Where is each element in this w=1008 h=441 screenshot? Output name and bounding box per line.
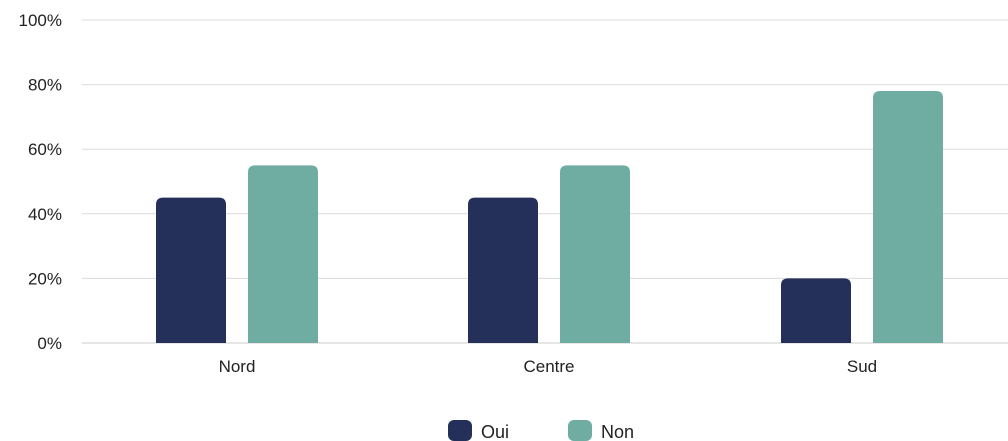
legend-swatch-non: [568, 420, 592, 441]
y-tick-label: 40%: [28, 205, 62, 224]
y-tick-label: 60%: [28, 140, 62, 159]
bar-non-nord: [248, 165, 318, 343]
bar-non-centre: [560, 165, 630, 343]
x-category-label: Nord: [219, 357, 256, 376]
legend: Oui Non: [448, 420, 634, 441]
x-category-label: Sud: [847, 357, 877, 376]
y-tick-label: 80%: [28, 76, 62, 95]
grid-lines: [82, 19, 1008, 344]
legend-label-non: Non: [601, 422, 634, 441]
legend-swatch-oui: [448, 420, 472, 441]
bar-oui-sud: [781, 278, 851, 343]
x-axis-category-labels: Nord Centre Sud: [219, 357, 878, 376]
y-axis-tick-labels: 0% 20% 40% 60% 80% 100%: [19, 11, 62, 353]
y-tick-label: 0%: [37, 334, 62, 353]
x-category-label: Centre: [523, 357, 574, 376]
bar-oui-centre: [468, 197, 538, 343]
legend-label-oui: Oui: [481, 422, 509, 441]
bar-non-sud: [873, 91, 943, 343]
bars: [156, 91, 943, 343]
y-tick-label: 100%: [19, 11, 62, 30]
bar-oui-nord: [156, 197, 226, 343]
y-tick-label: 20%: [28, 269, 62, 288]
